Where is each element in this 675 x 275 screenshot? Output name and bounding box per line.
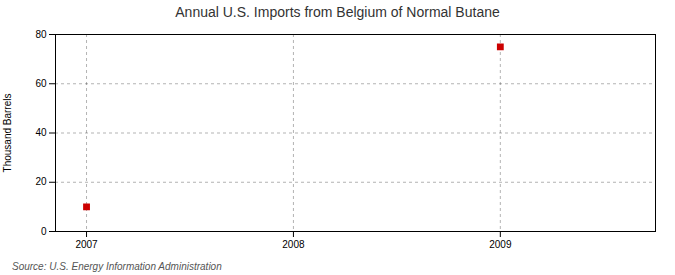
html-text:Source: U.S. Energy Informatio: Source: U.S. Energy Information Administ… xyxy=(12,261,222,272)
svg-text:2008: 2008 xyxy=(282,239,305,250)
svg-text:80: 80 xyxy=(35,29,47,40)
svg-text:60: 60 xyxy=(35,78,47,89)
html-text:Annual U.S. Imports from Belgi: Annual U.S. Imports from Belgium of Norm… xyxy=(175,4,500,20)
svg-text:20: 20 xyxy=(35,176,47,187)
svg-text:40: 40 xyxy=(35,127,47,138)
svg-text:2009: 2009 xyxy=(489,239,512,250)
svg-text:Thousand Barrels: Thousand Barrels xyxy=(2,94,13,173)
svg-text:0: 0 xyxy=(41,226,47,237)
svg-text:2007: 2007 xyxy=(75,239,98,250)
